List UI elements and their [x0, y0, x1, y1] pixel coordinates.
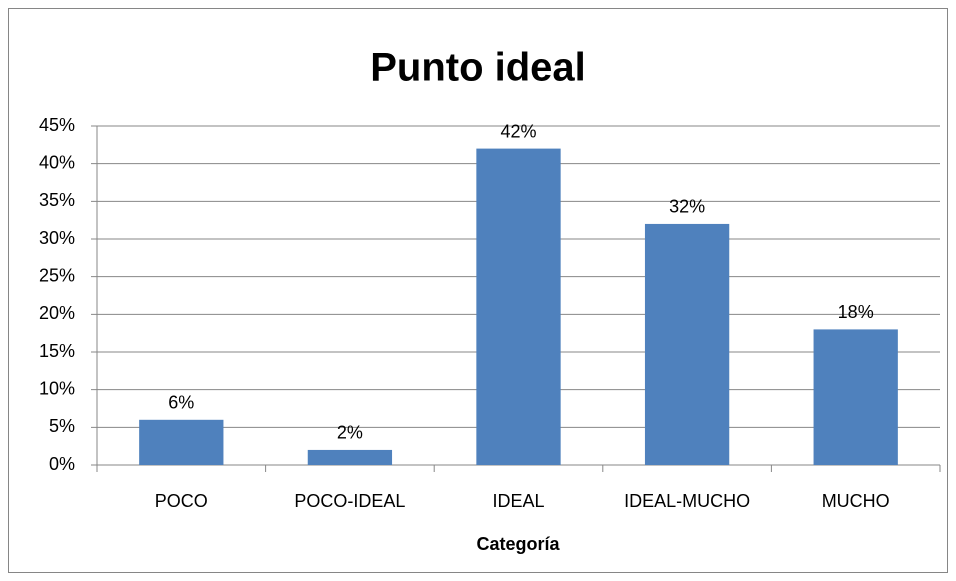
x-tick-label: MUCHO [822, 491, 890, 511]
x-axis-title: Categoría [476, 534, 560, 554]
value-label: 2% [337, 423, 363, 443]
y-tick-label: 45% [39, 115, 75, 135]
y-tick-label: 0% [49, 454, 75, 474]
bar [644, 223, 730, 465]
x-tick-label: IDEAL-MUCHO [624, 491, 750, 511]
x-tick-label: POCO [155, 491, 208, 511]
value-label: 18% [838, 302, 874, 322]
y-tick-label: 40% [39, 152, 75, 172]
y-tick-label: 35% [39, 190, 75, 210]
bar [139, 419, 224, 465]
y-tick-label: 25% [39, 265, 75, 285]
y-tick-label: 10% [39, 378, 75, 398]
value-label: 42% [500, 121, 536, 141]
bar [476, 148, 561, 465]
y-tick-label: 5% [49, 416, 75, 436]
bar [307, 449, 393, 465]
x-tick-label: IDEAL [492, 491, 544, 511]
value-label: 32% [669, 197, 705, 217]
y-tick-label: 15% [39, 341, 75, 361]
y-tick-label: 20% [39, 303, 75, 323]
chart-title: Punto ideal [370, 46, 586, 90]
bar [813, 329, 898, 465]
x-tick-label: POCO-IDEAL [294, 491, 405, 511]
y-tick-label: 30% [39, 228, 75, 248]
value-label: 6% [168, 393, 194, 413]
